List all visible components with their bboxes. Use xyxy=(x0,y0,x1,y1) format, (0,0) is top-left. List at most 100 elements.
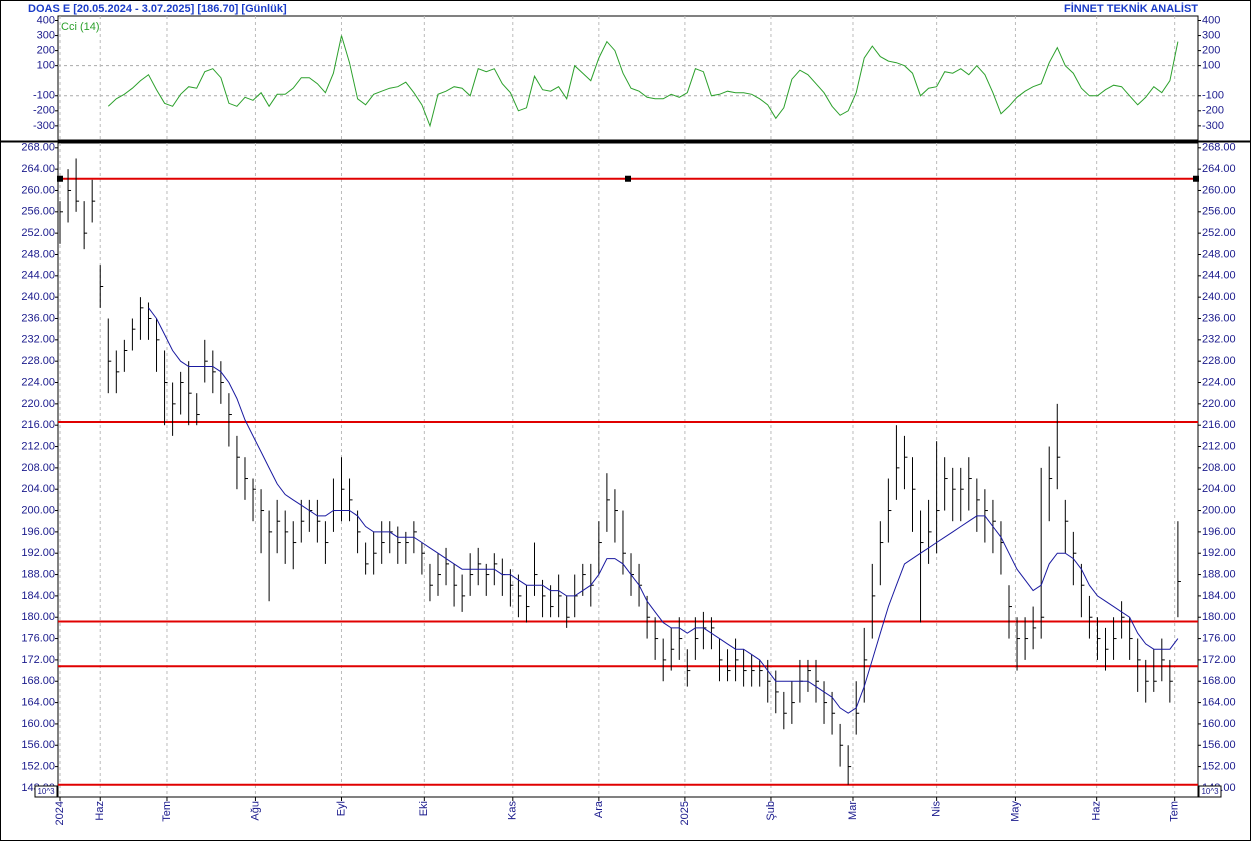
scale-label-left: 10^3 xyxy=(37,787,55,796)
y-tick-label-right: 176.00 xyxy=(1202,632,1236,644)
y-tick-label-right: 180.00 xyxy=(1202,611,1236,623)
y-tick-label-right: 184.00 xyxy=(1202,590,1236,602)
header-source: FİNNET TEKNİK ANALİST xyxy=(1064,2,1198,15)
x-tick-label: Ara xyxy=(593,800,605,818)
y-tick-label-right: 204.00 xyxy=(1202,483,1236,495)
x-tick-label: Şub xyxy=(765,801,777,821)
y-tick-label: 204.00 xyxy=(21,483,55,495)
y-tick-label: 244.00 xyxy=(21,270,55,282)
y-tick-label-right: 216.00 xyxy=(1202,419,1236,431)
y-tick-label: 252.00 xyxy=(21,227,55,239)
y-tick-label-right: 172.00 xyxy=(1202,654,1236,666)
y-tick-label: 240.00 xyxy=(21,291,55,303)
x-tick-label: 2025 xyxy=(679,801,691,825)
cci-panel xyxy=(57,15,1199,141)
price-panel xyxy=(57,142,1199,798)
y-tick-label: -100 xyxy=(33,90,55,102)
x-tick-label: Ağu xyxy=(249,801,261,821)
y-tick-label-right: 200 xyxy=(1202,45,1220,57)
y-tick-label: 160.00 xyxy=(21,718,55,730)
y-tick-label-right: 248.00 xyxy=(1202,248,1236,260)
y-tick-label-right: 232.00 xyxy=(1202,334,1236,346)
y-tick-label-right: 256.00 xyxy=(1202,206,1236,218)
y-tick-label: 100 xyxy=(37,60,55,72)
x-tick-label: Eki xyxy=(418,801,430,816)
y-tick-label-right: 260.00 xyxy=(1202,184,1236,196)
x-tick-label: Kas xyxy=(507,801,519,820)
y-tick-label: 220.00 xyxy=(21,398,55,410)
y-tick-label: 260.00 xyxy=(21,184,55,196)
line-handle xyxy=(625,175,631,182)
y-tick-label-right: 160.00 xyxy=(1202,718,1236,730)
x-tick-label: Haz xyxy=(1091,801,1103,821)
y-tick-label: 152.00 xyxy=(21,761,55,773)
y-tick-label: 216.00 xyxy=(21,419,55,431)
y-tick-label: 176.00 xyxy=(21,632,55,644)
x-tick-label: Eyl xyxy=(335,801,347,816)
y-tick-label: 224.00 xyxy=(21,376,55,388)
y-tick-label-right: 236.00 xyxy=(1202,312,1236,324)
y-tick-label-right: 244.00 xyxy=(1202,270,1236,282)
y-tick-label: 200.00 xyxy=(21,504,55,516)
y-tick-label-right: 300 xyxy=(1202,29,1220,41)
y-tick-label-right: 100 xyxy=(1202,60,1220,72)
y-tick-label: 300 xyxy=(37,29,55,41)
y-tick-label-right: 400 xyxy=(1202,14,1220,26)
scale-label-right-box xyxy=(1198,785,1222,798)
y-tick-label: 196.00 xyxy=(21,526,55,538)
y-tick-label: 268.00 xyxy=(21,142,55,154)
y-tick-label-right: 168.00 xyxy=(1202,675,1236,687)
y-tick-label: 168.00 xyxy=(21,675,55,687)
cci-label: Cci (14) xyxy=(61,21,100,33)
y-tick-label: 156.00 xyxy=(21,739,55,751)
y-tick-label: 236.00 xyxy=(21,312,55,324)
y-tick-label-right: -200 xyxy=(1202,105,1224,117)
y-tick-label-right: 208.00 xyxy=(1202,462,1236,474)
y-tick-label-right: 228.00 xyxy=(1202,355,1236,367)
y-tick-label: -300 xyxy=(33,120,55,132)
line-handle xyxy=(57,175,63,182)
x-tick-label: Nis xyxy=(931,801,943,817)
y-tick-label-right: 220.00 xyxy=(1202,398,1236,410)
y-tick-label: 184.00 xyxy=(21,590,55,602)
y-tick-label-right: 252.00 xyxy=(1202,227,1236,239)
cci-line xyxy=(107,35,1179,128)
y-tick-label: 200 xyxy=(37,45,55,57)
y-tick-label: 192.00 xyxy=(21,547,55,559)
x-tick-label: May xyxy=(1009,801,1021,822)
y-tick-label-right: 164.00 xyxy=(1202,696,1236,708)
y-tick-label-right: 192.00 xyxy=(1202,547,1236,559)
y-tick-label-right: 224.00 xyxy=(1202,376,1236,388)
y-tick-label: 248.00 xyxy=(21,248,55,260)
y-tick-label: 256.00 xyxy=(21,206,55,218)
line-handle xyxy=(1193,175,1199,182)
y-tick-label-right: 196.00 xyxy=(1202,526,1236,538)
scale-label-right: 10^3 xyxy=(1201,787,1219,796)
moving-average xyxy=(148,307,1179,714)
y-tick-label-right: 240.00 xyxy=(1202,291,1236,303)
y-tick-label: 164.00 xyxy=(21,696,55,708)
y-tick-label: 264.00 xyxy=(21,163,55,175)
x-tick-label: Tem xyxy=(1169,801,1181,822)
y-tick-label-right: 156.00 xyxy=(1202,739,1236,751)
x-tick-label: Haz xyxy=(94,801,106,821)
y-tick-label-right: 264.00 xyxy=(1202,163,1236,175)
y-tick-label-right: 268.00 xyxy=(1202,142,1236,154)
y-tick-label-right: 200.00 xyxy=(1202,504,1236,516)
y-tick-label: 188.00 xyxy=(21,568,55,580)
y-tick-label: -200 xyxy=(33,105,55,117)
y-tick-label: 232.00 xyxy=(21,334,55,346)
y-tick-label: 208.00 xyxy=(21,462,55,474)
y-tick-label-right: 152.00 xyxy=(1202,761,1236,773)
y-tick-label-right: 212.00 xyxy=(1202,440,1236,452)
y-tick-label: 180.00 xyxy=(21,611,55,623)
y-tick-label: 400 xyxy=(37,14,55,26)
y-tick-label: 228.00 xyxy=(21,355,55,367)
y-tick-label-right: 188.00 xyxy=(1202,568,1236,580)
x-tick-label: Tem xyxy=(161,801,173,822)
y-tick-label: 212.00 xyxy=(21,440,55,452)
y-tick-label: 172.00 xyxy=(21,654,55,666)
y-tick-label-right: -100 xyxy=(1202,90,1224,102)
